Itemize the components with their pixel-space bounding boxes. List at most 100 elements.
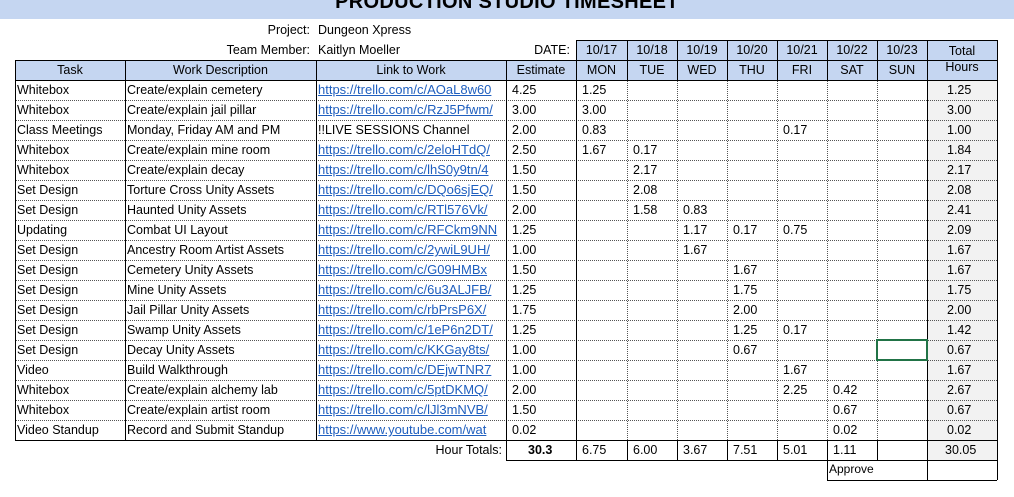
day-hours-cell[interactable] [627, 380, 677, 400]
description-cell[interactable]: Create/explain mine room [127, 143, 271, 157]
day-hours-cell[interactable] [627, 260, 677, 280]
day-hours-cell[interactable]: 0.83 [683, 203, 708, 217]
day-hours-cell[interactable] [877, 280, 927, 300]
description-cell[interactable]: Swamp Unity Assets [127, 323, 241, 337]
estimate-cell[interactable]: 1.00 [512, 243, 537, 257]
day-hours-cell[interactable] [777, 80, 827, 100]
description-cell[interactable]: Combat UI Layout [127, 223, 228, 237]
day-hours-cell[interactable] [677, 260, 727, 280]
link-cell[interactable]: https://trello.com/c/RFCkm9NN [318, 222, 498, 237]
day-hours-cell[interactable] [627, 280, 677, 300]
day-hours-cell[interactable] [877, 420, 927, 440]
estimate-cell[interactable]: 2.00 [512, 203, 537, 217]
description-cell[interactable]: Ancestry Room Artist Assets [127, 243, 284, 257]
day-hours-cell[interactable] [877, 240, 927, 260]
day-hours-cell[interactable] [877, 160, 927, 180]
link-cell[interactable]: https://trello.com/c/RTl576Vk/ [318, 202, 488, 217]
day-hours-cell[interactable] [827, 360, 877, 380]
description-cell[interactable]: Create/explain jail pillar [127, 103, 257, 117]
day-hours-cell[interactable] [677, 100, 727, 120]
estimate-cell[interactable]: 3.00 [512, 103, 537, 117]
day-hours-cell[interactable] [777, 180, 827, 200]
task-cell[interactable]: Set Design [17, 263, 79, 277]
task-cell[interactable]: Set Design [17, 243, 79, 257]
row-total-cell[interactable]: 0.67 [947, 403, 972, 417]
day-hours-cell[interactable]: 0.02 [833, 423, 858, 437]
estimate-cell[interactable]: 1.75 [512, 303, 537, 317]
day-hours-cell[interactable] [827, 340, 877, 360]
estimate-cell[interactable]: 2.00 [512, 383, 537, 397]
day-hours-cell[interactable] [777, 300, 827, 320]
link-cell[interactable]: https://trello.com/c/2eloHTdQ/ [318, 142, 490, 157]
description-cell[interactable]: Mine Unity Assets [127, 283, 227, 297]
day-hours-cell[interactable] [576, 380, 627, 400]
day-hours-cell[interactable] [827, 180, 877, 200]
estimate-cell[interactable]: 1.00 [512, 363, 537, 377]
day-hours-cell[interactable] [877, 120, 927, 140]
link-cell[interactable]: https://trello.com/c/lhS0y9tn/4 [318, 162, 489, 177]
day-hours-cell[interactable] [627, 360, 677, 380]
approve-cell[interactable]: Approve [829, 462, 874, 476]
description-cell[interactable]: Build Walkthrough [127, 363, 228, 377]
day-hours-cell[interactable] [677, 400, 727, 420]
day-hours-cell[interactable] [576, 200, 627, 220]
selected-cell[interactable] [876, 339, 928, 361]
day-hours-cell[interactable]: 2.00 [733, 303, 758, 317]
day-hours-cell[interactable] [576, 180, 627, 200]
task-cell[interactable]: Video [17, 363, 49, 377]
day-hours-cell[interactable] [627, 400, 677, 420]
row-total-cell[interactable]: 2.09 [947, 223, 972, 237]
day-hours-cell[interactable] [777, 340, 827, 360]
row-total-cell[interactable]: 0.67 [947, 343, 972, 357]
day-hours-cell[interactable] [877, 100, 927, 120]
day-hours-cell[interactable] [777, 200, 827, 220]
day-hours-cell[interactable] [627, 420, 677, 440]
link-cell[interactable]: https://trello.com/c/AOaL8w60 [318, 82, 492, 97]
estimate-cell[interactable]: 1.50 [512, 403, 537, 417]
day-hours-cell[interactable] [677, 180, 727, 200]
day-hours-cell[interactable] [727, 380, 777, 400]
task-cell[interactable]: Set Design [17, 183, 79, 197]
row-total-cell[interactable]: 1.84 [947, 143, 972, 157]
day-hours-cell[interactable] [877, 380, 927, 400]
description-cell[interactable]: Torture Cross Unity Assets [127, 183, 275, 197]
day-hours-cell[interactable] [727, 240, 777, 260]
day-hours-cell[interactable]: 2.17 [633, 163, 658, 177]
day-hours-cell[interactable] [677, 420, 727, 440]
description-cell[interactable]: Create/explain cemetery [127, 83, 263, 97]
link-cell[interactable]: https://trello.com/c/rbPrsP6X/ [318, 302, 487, 317]
day-hours-cell[interactable] [727, 200, 777, 220]
day-hours-cell[interactable]: 0.42 [833, 383, 858, 397]
day-hours-cell[interactable] [627, 220, 677, 240]
day-hours-cell[interactable] [627, 80, 677, 100]
day-hours-cell[interactable] [627, 340, 677, 360]
day-hours-cell[interactable] [727, 160, 777, 180]
day-hours-cell[interactable] [576, 260, 627, 280]
row-total-cell[interactable]: 1.67 [947, 243, 972, 257]
day-hours-cell[interactable] [827, 120, 877, 140]
day-hours-cell[interactable] [677, 300, 727, 320]
day-hours-cell[interactable] [777, 280, 827, 300]
description-cell[interactable]: Create/explain alchemy lab [127, 383, 278, 397]
link-cell[interactable]: https://trello.com/c/1eP6n2DT/ [318, 322, 493, 337]
day-hours-cell[interactable] [777, 240, 827, 260]
link-cell[interactable]: https://trello.com/c/RzJ5Pfwm/ [318, 102, 493, 117]
description-cell[interactable]: Create/explain decay [127, 163, 245, 177]
task-cell[interactable]: Set Design [17, 283, 79, 297]
day-hours-cell[interactable] [576, 300, 627, 320]
day-hours-cell[interactable]: 1.67 [733, 263, 758, 277]
day-hours-cell[interactable]: 1.58 [633, 203, 658, 217]
day-hours-cell[interactable] [777, 160, 827, 180]
day-hours-cell[interactable]: 1.75 [733, 283, 758, 297]
task-cell[interactable]: Set Design [17, 343, 79, 357]
description-cell[interactable]: Haunted Unity Assets [127, 203, 247, 217]
estimate-cell[interactable]: 1.25 [512, 283, 537, 297]
task-cell[interactable]: Set Design [17, 323, 79, 337]
day-hours-cell[interactable] [677, 80, 727, 100]
day-hours-cell[interactable] [677, 160, 727, 180]
task-cell[interactable]: Whitebox [17, 103, 70, 117]
task-cell[interactable]: Whitebox [17, 383, 70, 397]
day-hours-cell[interactable] [877, 320, 927, 340]
day-hours-cell[interactable] [576, 280, 627, 300]
day-hours-cell[interactable] [877, 360, 927, 380]
